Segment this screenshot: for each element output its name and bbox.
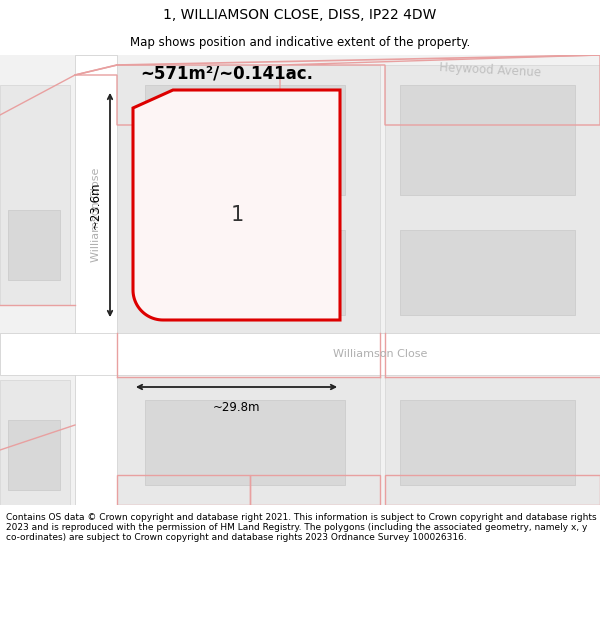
- Bar: [145, 85, 345, 195]
- Bar: [400, 230, 575, 315]
- Polygon shape: [385, 65, 600, 333]
- Bar: [8, 420, 60, 490]
- Polygon shape: [133, 90, 340, 320]
- Bar: [0, 333, 600, 375]
- Polygon shape: [385, 377, 600, 505]
- Bar: [145, 400, 345, 485]
- Polygon shape: [117, 65, 380, 333]
- Text: ~29.8m: ~29.8m: [213, 401, 260, 414]
- Bar: [75, 55, 117, 505]
- Text: ~23.6m: ~23.6m: [89, 181, 102, 229]
- Bar: [8, 210, 60, 280]
- Text: ~571m²/~0.141ac.: ~571m²/~0.141ac.: [140, 64, 313, 82]
- Text: Contains OS data © Crown copyright and database right 2021. This information is : Contains OS data © Crown copyright and d…: [6, 512, 596, 542]
- Polygon shape: [117, 377, 380, 505]
- Text: 1: 1: [230, 205, 244, 225]
- Polygon shape: [0, 85, 70, 305]
- Text: Williamson Close: Williamson Close: [333, 349, 427, 359]
- Text: Map shows position and indicative extent of the property.: Map shows position and indicative extent…: [130, 36, 470, 49]
- Bar: [400, 85, 575, 195]
- Polygon shape: [0, 380, 70, 505]
- Bar: [400, 400, 575, 485]
- Text: 1, WILLIAMSON CLOSE, DISS, IP22 4DW: 1, WILLIAMSON CLOSE, DISS, IP22 4DW: [163, 8, 437, 22]
- Text: Williamson Close: Williamson Close: [91, 168, 101, 262]
- Text: Heywood Avenue: Heywood Avenue: [439, 61, 541, 79]
- Bar: [145, 230, 345, 315]
